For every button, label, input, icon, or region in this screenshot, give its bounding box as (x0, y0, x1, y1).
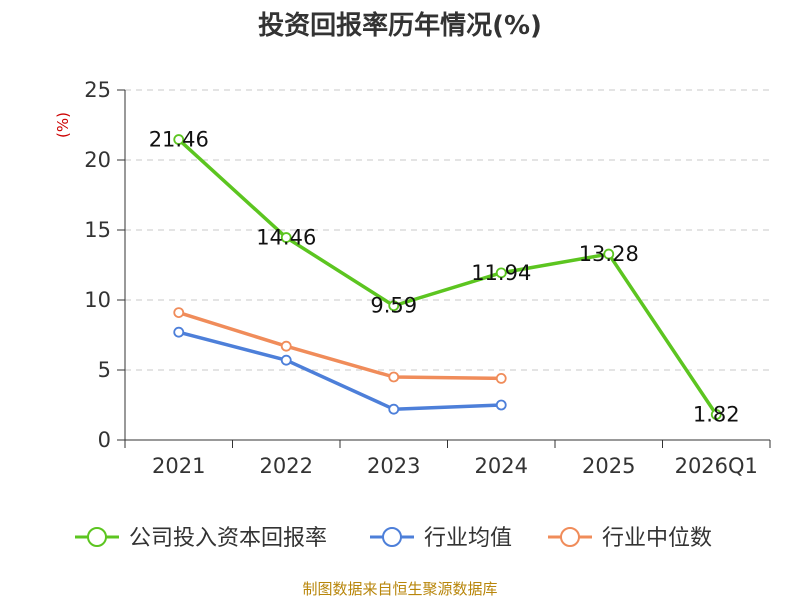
data-point (495, 372, 507, 384)
legend-marker (87, 527, 107, 547)
y-axis-unit: (%) (54, 112, 72, 138)
x-ticks: 2021 2022 2023 2024 2025 2026Q1 (152, 454, 758, 478)
x-tick-label: 2026Q1 (675, 454, 758, 478)
chart-title: 投资回报率历年情况(%) (258, 10, 542, 41)
data-point (388, 300, 400, 312)
y-tick-label: 15 (84, 218, 111, 242)
y-tick-label: 20 (84, 148, 111, 172)
x-tick-label: 2022 (260, 454, 313, 478)
x-tick-label: 2021 (152, 454, 205, 478)
legend-marker (382, 527, 402, 547)
legend-item-0[interactable]: 公司投入资本回报率 (75, 526, 327, 551)
x-tick-label: 2023 (367, 454, 420, 478)
legend-marker (560, 527, 580, 547)
series-group (173, 134, 722, 420)
data-point (280, 354, 292, 366)
data-point (495, 267, 507, 279)
y-tick-label: 5 (98, 358, 111, 382)
data-point (173, 307, 185, 319)
y-tick-label: 0 (98, 428, 111, 452)
data-point (388, 371, 400, 383)
data-point (388, 403, 400, 415)
data-point (280, 340, 292, 352)
data-point (603, 248, 615, 260)
data-label: 14.46 (256, 226, 316, 250)
data-point (495, 399, 507, 411)
legend-item-1[interactable]: 行业均值 (370, 526, 512, 551)
data-label: 13.28 (579, 242, 639, 266)
legend[interactable]: 公司投入资本回报率 行业均值 行业中位数 (75, 526, 712, 551)
axes (117, 89, 771, 448)
data-label: 9.59 (370, 294, 417, 318)
y-tick-label: 10 (84, 288, 111, 312)
data-label: 1.82 (693, 403, 740, 427)
data-point (280, 232, 292, 243)
data-labels: 21.46 14.46 9.59 11.94 13.28 1.82 (149, 128, 740, 427)
series-line-2 (177, 310, 503, 381)
data-point (710, 409, 722, 420)
grid-lines (125, 89, 770, 371)
data-point (173, 326, 185, 338)
series-line-0 (177, 137, 718, 417)
data-point (173, 134, 185, 145)
source-note: 制图数据来自恒生聚源数据库 (302, 580, 497, 598)
y-tick-label: 25 (84, 78, 111, 102)
y-ticks: 0 5 10 15 20 25 (84, 78, 111, 452)
legend-label: 公司投入资本回报率 (129, 526, 327, 551)
data-label: 11.94 (471, 261, 531, 285)
legend-label: 行业中位数 (602, 526, 712, 551)
legend-item-2[interactable]: 行业中位数 (548, 526, 712, 551)
x-tick-label: 2025 (582, 454, 635, 478)
series-line-1 (177, 330, 503, 411)
legend-label: 行业均值 (424, 526, 512, 551)
x-tick-label: 2024 (475, 454, 528, 478)
data-label: 21.46 (149, 128, 209, 152)
